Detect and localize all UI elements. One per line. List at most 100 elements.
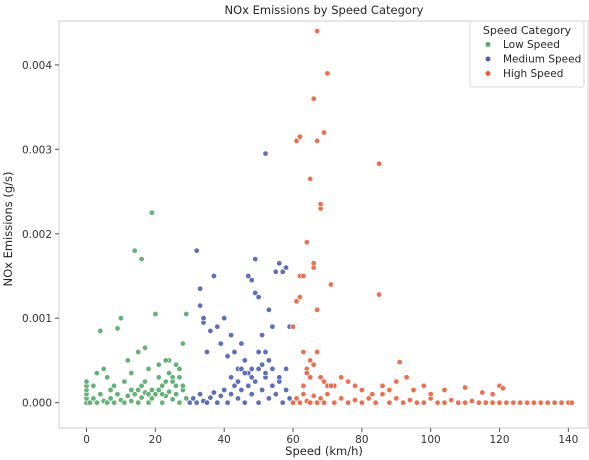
data-point <box>210 272 217 279</box>
data-point <box>530 399 537 406</box>
data-point <box>83 378 90 385</box>
data-point <box>307 374 314 381</box>
data-point <box>510 399 517 406</box>
data-point <box>159 399 166 406</box>
data-point <box>217 392 224 399</box>
data-point <box>351 397 358 404</box>
data-point <box>369 391 376 398</box>
data-point <box>386 399 393 406</box>
x-axis-label: Speed (km/h) <box>285 444 363 458</box>
data-point <box>145 365 152 372</box>
data-point <box>138 382 145 389</box>
data-point <box>124 392 131 399</box>
data-point <box>379 391 386 398</box>
data-point <box>265 306 272 313</box>
data-point <box>403 374 410 381</box>
data-point <box>307 357 314 364</box>
data-point <box>314 348 321 355</box>
y-tick-label: 0.004 <box>22 60 52 72</box>
data-point <box>117 315 124 322</box>
data-point <box>138 394 145 401</box>
data-point <box>448 397 455 404</box>
data-point <box>135 348 142 355</box>
data-point <box>307 399 314 406</box>
data-point <box>214 323 221 330</box>
data-point <box>190 395 197 402</box>
data-point <box>262 150 269 157</box>
data-point <box>162 357 169 364</box>
data-point <box>482 399 489 406</box>
y-tick-label: 0.002 <box>22 229 52 241</box>
data-point <box>224 399 231 406</box>
data-point <box>90 382 97 389</box>
data-point <box>475 399 482 406</box>
data-point <box>262 370 269 377</box>
data-point <box>265 357 272 364</box>
data-point <box>296 399 303 406</box>
data-point <box>131 247 138 254</box>
legend-marker <box>484 70 492 77</box>
data-point <box>489 391 496 398</box>
data-point <box>152 310 159 317</box>
data-point <box>255 365 262 372</box>
data-point <box>162 378 169 385</box>
data-point <box>197 285 204 292</box>
data-point <box>259 332 266 339</box>
data-point <box>551 399 558 406</box>
data-point <box>166 370 173 377</box>
data-point <box>296 294 303 301</box>
data-point <box>455 399 462 406</box>
data-point <box>100 365 107 372</box>
data-point <box>128 370 135 377</box>
data-point <box>235 395 242 402</box>
data-point <box>204 399 211 406</box>
legend-marker <box>484 55 492 63</box>
data-point <box>255 294 262 301</box>
data-point <box>245 382 252 389</box>
data-point <box>338 374 345 381</box>
legend-label: Medium Speed <box>503 54 581 66</box>
legend-marker <box>484 41 492 48</box>
data-point <box>283 386 290 393</box>
data-point <box>176 399 183 406</box>
data-point <box>324 70 331 77</box>
data-point <box>111 382 118 389</box>
data-point <box>193 399 200 406</box>
data-point <box>131 391 138 398</box>
data-point <box>241 370 248 377</box>
data-point <box>238 386 245 393</box>
x-tick-label: 40 <box>218 434 231 446</box>
data-point <box>427 391 434 398</box>
data-point <box>228 391 235 398</box>
series-medium-speed <box>186 150 293 406</box>
data-point <box>255 399 262 406</box>
data-point <box>169 378 176 385</box>
data-point <box>499 385 506 392</box>
data-point <box>410 386 417 393</box>
data-point <box>179 340 186 347</box>
data-point <box>331 399 338 406</box>
data-point <box>558 399 565 406</box>
data-point <box>300 348 307 355</box>
chart-title: NOx Emissions by Speed Category <box>225 3 424 17</box>
data-point <box>517 399 524 406</box>
series-low-speed <box>83 209 190 406</box>
data-point <box>183 395 190 402</box>
data-point <box>372 399 379 406</box>
data-point <box>393 378 400 385</box>
x-tick-label: 0 <box>83 434 90 446</box>
data-point <box>317 201 324 208</box>
data-point <box>231 348 238 355</box>
data-point <box>289 323 296 330</box>
data-point <box>279 399 286 406</box>
legend-box <box>469 20 585 88</box>
legend-label: Low Speed <box>503 39 560 51</box>
data-point <box>166 388 173 395</box>
data-point <box>283 264 290 271</box>
data-point <box>197 302 204 309</box>
data-point <box>193 247 200 254</box>
y-tick-label: 0.003 <box>22 144 52 156</box>
data-point <box>269 365 276 372</box>
data-point <box>111 399 118 406</box>
data-point <box>104 399 111 406</box>
